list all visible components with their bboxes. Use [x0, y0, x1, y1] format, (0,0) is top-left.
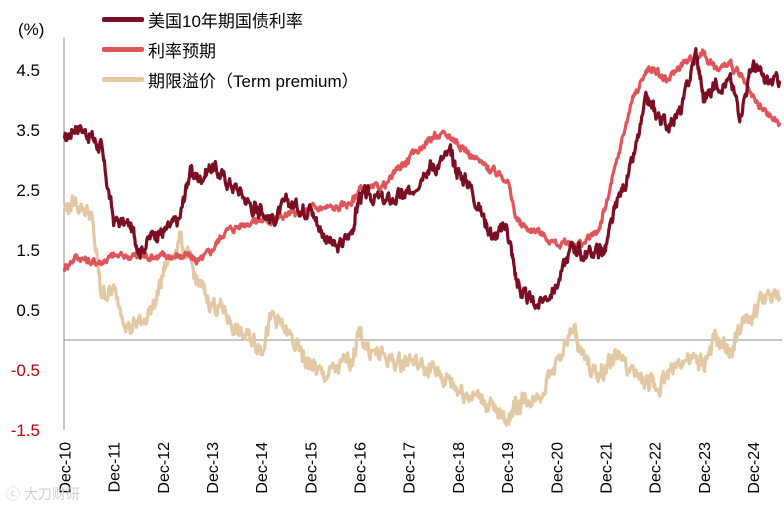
y-tick-label: 0.5	[16, 301, 40, 320]
watermark-logo: ⓒ 大刀财研	[6, 486, 80, 502]
x-tick-label: Dec-21	[598, 442, 615, 494]
axis-layer	[63, 38, 782, 430]
legend-label-rate-expectation: 利率预期	[148, 41, 216, 61]
legend-item-term-premium: 期限溢价（Term premium）	[102, 64, 359, 94]
x-tick-label: Dec-10	[57, 442, 74, 494]
series-line-rate-expectation	[62, 48, 782, 273]
tick-label-layer: 4.5 3.5 2.5 1.5 0.5 -0.5 -1.5 Dec-10 Dec-11 Dec-1…	[11, 61, 763, 494]
legend-label-term-premium: 期限溢价（Term premium）	[148, 71, 359, 91]
legend-item-rate-expectation: 利率预期	[102, 34, 359, 64]
x-tick-label: Dec-23	[697, 442, 714, 494]
x-tick-label: Dec-19	[500, 442, 517, 494]
x-tick-label: Dec-13	[205, 442, 222, 494]
x-tick-label: Dec-15	[303, 442, 320, 494]
series-layer	[62, 47, 782, 427]
x-tick-label: Dec-14	[254, 442, 271, 494]
x-tick-label: Dec-16	[353, 442, 370, 494]
y-tick-label: 2.5	[16, 181, 40, 200]
y-tick-label: -1.5	[11, 421, 40, 440]
legend-label-us10y: 美国10年期国债利率	[148, 11, 303, 31]
legend-item-us10y: 美国10年期国债利率	[102, 4, 359, 34]
series-line-term-premium	[62, 194, 782, 427]
y-tick-label: 4.5	[16, 61, 40, 80]
y-tick-label: -0.5	[11, 361, 40, 380]
series-line-us10y	[62, 47, 782, 310]
legend-swatch-term-premium	[102, 76, 144, 82]
x-tick-label: Dec-24	[746, 442, 763, 494]
legend-swatch-rate-expectation	[102, 46, 144, 52]
x-tick-label: Dec-12	[156, 442, 173, 494]
x-tick-label: Dec-20	[549, 442, 566, 494]
legend-swatch-us10y	[102, 16, 144, 22]
y-tick-label: 3.5	[16, 121, 40, 140]
legend: 美国10年期国债利率 利率预期 期限溢价（Term premium）	[102, 4, 359, 94]
y-tick-label: 1.5	[16, 241, 40, 260]
x-tick-label: Dec-11	[107, 442, 124, 492]
x-tick-label: Dec-18	[451, 442, 468, 494]
y-axis-unit-label: (%)	[18, 20, 45, 39]
x-tick-label: Dec-17	[402, 442, 419, 494]
x-tick-label: Dec-22	[648, 442, 665, 494]
